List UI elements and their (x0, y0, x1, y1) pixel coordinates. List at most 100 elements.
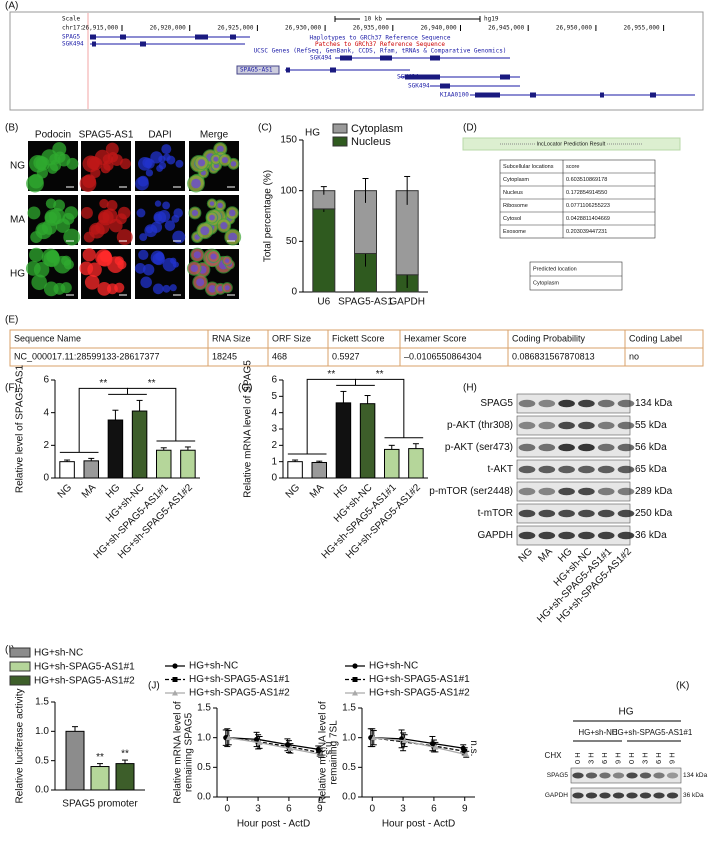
bar (156, 449, 172, 479)
y-axis-label: Relative mRNA level of (173, 701, 184, 803)
track-label: Patches to GRCh37 Reference Sequence (315, 41, 445, 48)
marker (286, 744, 292, 750)
band (599, 792, 611, 799)
band (617, 443, 635, 452)
predicted-location: Cytoplasm (533, 280, 559, 286)
position-label: 26,950,000 (556, 25, 593, 32)
panel-label: (E) (5, 315, 18, 326)
band (572, 772, 584, 779)
protein-label: t-mTOR (478, 508, 513, 519)
bar (83, 460, 99, 479)
cell (82, 248, 96, 262)
table-header: Coding Label (629, 333, 682, 343)
y-tick-label: 0.0 (342, 792, 356, 803)
marker (256, 739, 263, 745)
cell (53, 199, 66, 212)
table-cell: Nucleus (503, 190, 523, 196)
y-tick-label: 2 (43, 440, 49, 451)
y-axis-label: remaining 7SL (329, 720, 340, 785)
position-label: 26,955,000 (624, 25, 661, 32)
cell (191, 178, 201, 189)
panel-label: (C) (258, 123, 272, 134)
table-cell: 0.603510869178 (566, 177, 607, 183)
cell (162, 201, 171, 210)
chart-title: HG (305, 128, 320, 139)
band (617, 465, 635, 474)
y-tick-label: 1.5 (342, 703, 356, 714)
cell (114, 256, 124, 266)
cell (116, 229, 133, 246)
exon (92, 41, 96, 47)
band (578, 509, 595, 518)
x-tick-label: 6 (286, 804, 292, 815)
marker (318, 751, 325, 757)
protein-label: GAPDH (545, 792, 568, 799)
cell (145, 169, 154, 177)
table-cell: Subcellular locations (503, 164, 554, 170)
y-tick-label: 1 (271, 456, 277, 467)
cell (208, 285, 216, 293)
legend-label: HG+sh-NC (189, 661, 238, 672)
gene-label-box (236, 65, 280, 75)
band (612, 772, 625, 779)
cell (55, 218, 71, 233)
lnclocator-banner (462, 137, 681, 151)
band (538, 443, 556, 452)
cell (98, 212, 110, 224)
cell (44, 211, 58, 224)
band (653, 792, 665, 799)
cell (209, 214, 215, 221)
column-header: DAPI (148, 130, 171, 141)
y-tick-label: 0.5 (35, 755, 49, 766)
cell (109, 218, 123, 233)
marker (401, 737, 408, 744)
cell (102, 154, 113, 165)
position-label: 26,915,000 (82, 25, 119, 32)
legend-label: Nucleus (351, 136, 391, 148)
position-label: 26,945,000 (488, 25, 525, 32)
cell (169, 284, 177, 292)
cell (210, 253, 217, 260)
table-cell: no (629, 351, 639, 361)
table-cell: 0.172854914550 (566, 190, 607, 196)
cell (86, 156, 101, 170)
marker (172, 677, 178, 682)
band (585, 772, 598, 779)
size-label: 289 kDa (635, 486, 673, 497)
band (558, 443, 575, 452)
lane-label: 9 H (613, 752, 622, 764)
band (558, 465, 575, 474)
exon (230, 34, 236, 40)
band (518, 465, 536, 474)
subgroup-label: HG+sh-SPAG5-AS1#1 (612, 728, 693, 737)
column-header: Podocin (35, 130, 71, 141)
x-tick-label: U6 (317, 297, 330, 308)
cell (142, 263, 155, 276)
size-label: 134 kDa (635, 398, 673, 409)
cell (162, 284, 171, 293)
exon (340, 55, 352, 61)
protein-label: p-AKT (thr308) (447, 420, 513, 431)
bar (359, 403, 376, 479)
table-cell: Exosome (503, 229, 526, 235)
lnclocator-title: lncLocator Prediction Result (537, 141, 606, 147)
table-header: Fickett Score (332, 333, 385, 343)
cell (46, 250, 59, 263)
panel-label: (K) (676, 681, 689, 692)
cell (213, 156, 219, 162)
marker (352, 677, 358, 682)
marker (317, 750, 323, 755)
band (597, 465, 615, 474)
x-tick-label: 0 (224, 804, 230, 815)
cell (139, 233, 148, 242)
significance-label: n.s. (323, 741, 334, 757)
y-tick-label: 5 (271, 391, 277, 402)
cell (228, 209, 236, 217)
group-label: HG (619, 707, 634, 718)
band (597, 509, 615, 518)
lane-label: 3 H (586, 752, 595, 764)
legend-label: HG+sh-SPAG5-AS1#1 (369, 674, 470, 685)
cell (216, 145, 224, 153)
x-axis-label: Hour post - ActD (237, 819, 310, 830)
band (558, 487, 575, 496)
